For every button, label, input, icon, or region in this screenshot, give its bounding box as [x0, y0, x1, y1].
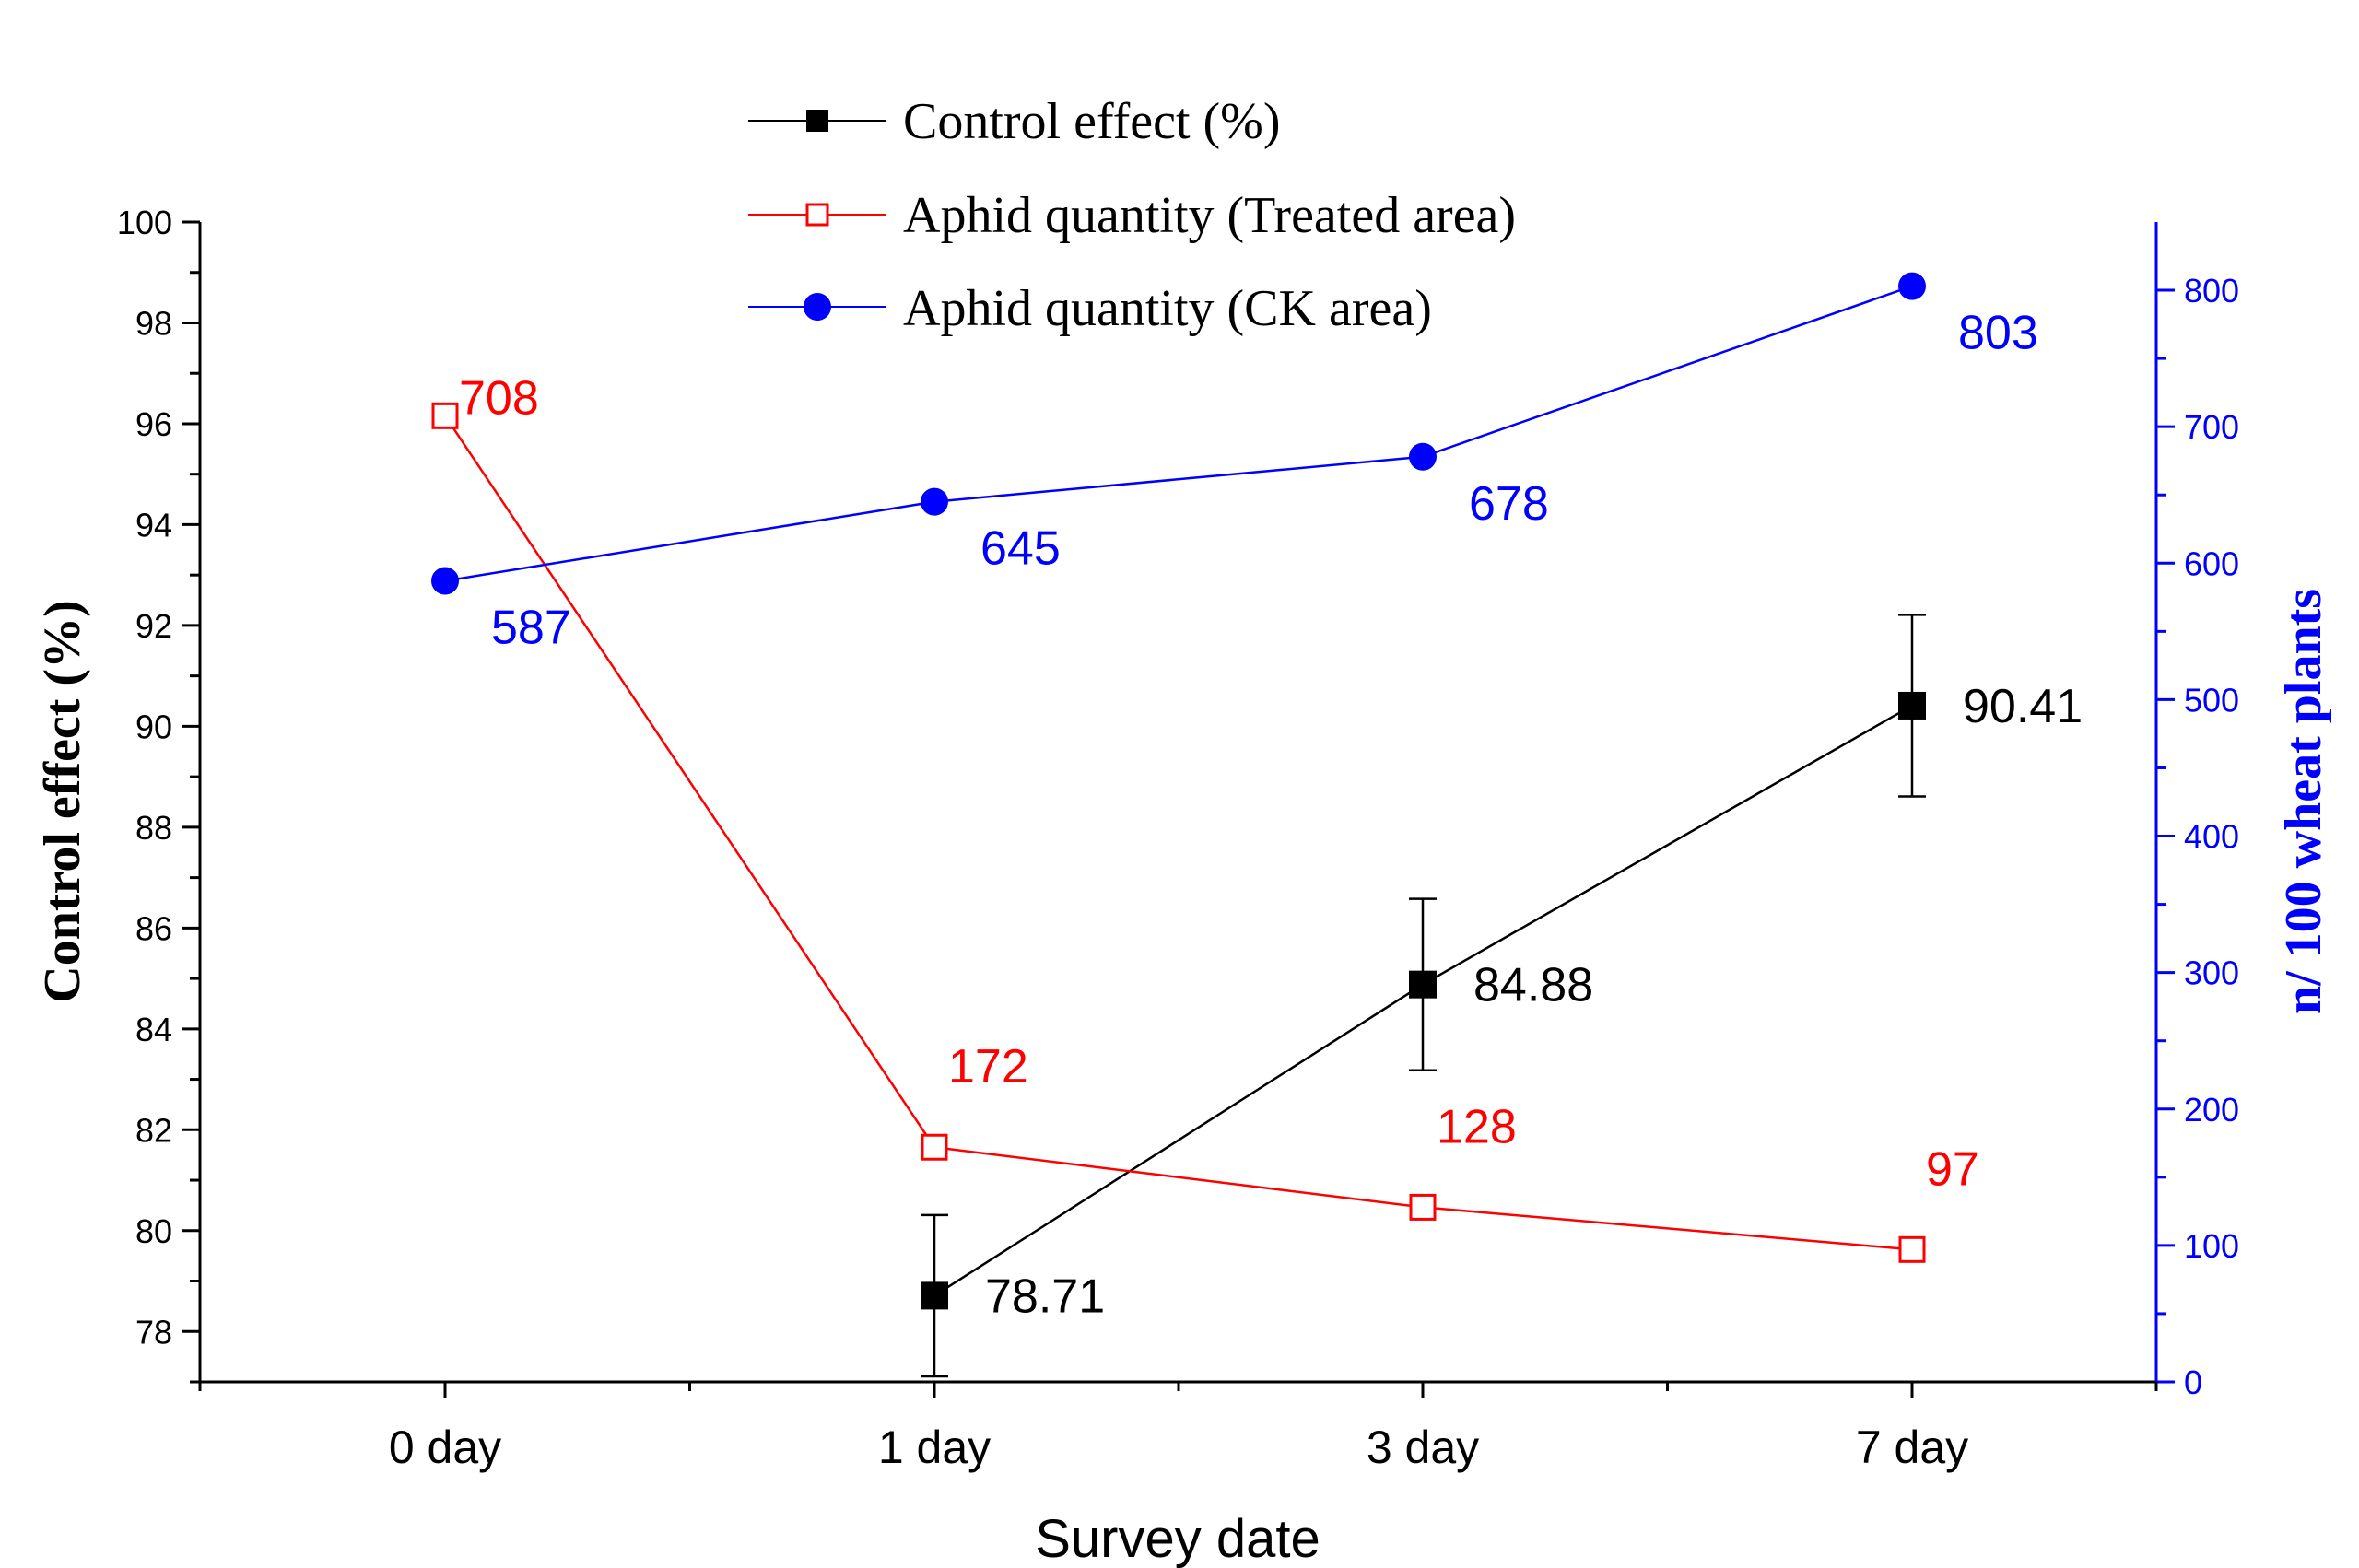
x-axis-title: Survey date [1035, 1509, 1320, 1568]
y-tick-label-94: 94 [135, 506, 172, 544]
legend-marker-ck-area [804, 293, 831, 321]
y-tick-label-84: 84 [135, 1011, 172, 1048]
point-treated-area-1 [921, 1133, 948, 1161]
y2-tick-label-800: 800 [2184, 272, 2239, 310]
legend-label-control-effect: Control effect (%) [903, 93, 1280, 150]
point-ck-area-1 [921, 487, 948, 516]
y2-tick-label-400: 400 [2184, 818, 2239, 856]
point-control-effect-2 [1409, 970, 1437, 999]
legend-item-treated-area: Aphid quantity (Treated area) [748, 187, 1516, 244]
y-tick-label-100: 100 [117, 204, 172, 241]
y-tick-label-86: 86 [135, 909, 172, 947]
data-label-s0-2: 84.88 [1473, 959, 1593, 1012]
y2-tick-label-200: 200 [2184, 1091, 2239, 1129]
point-treated-area-2 [1409, 1193, 1437, 1221]
y-tick-label-90: 90 [135, 708, 172, 745]
series-line-2 [444, 285, 1913, 582]
right-axis-ticks: 0 100 200 300 400 500 600 700 800 [2156, 272, 2239, 1401]
x-tick-label-3: 7 day [1856, 1422, 1968, 1473]
point-ck-area-3 [1898, 272, 1926, 300]
legend-label-ck-area: Aphid quantity (CK area) [903, 280, 1432, 337]
data-label-s0-3: 90.41 [1963, 680, 2083, 733]
series-line-1 [443, 415, 1913, 1251]
y-tick-label-80: 80 [135, 1212, 172, 1250]
y2-tick-label-0: 0 [2184, 1363, 2202, 1401]
data-label-s1-1: 172 [948, 1040, 1028, 1094]
data-label-s1-0: 708 [459, 371, 539, 425]
data-label-s2-2: 678 [1469, 477, 1549, 531]
y-tick-label-88: 88 [135, 809, 172, 847]
legend-item-control-effect: Control effect (%) [748, 93, 1280, 150]
y-tick-label-98: 98 [135, 304, 172, 342]
legend-marker-treated-area [805, 203, 829, 227]
x-axis-ticks: 0 day 1 day 3 day 7 day [198, 1382, 2158, 1473]
data-label-s0-1: 78.71 [985, 1270, 1105, 1323]
y2-tick-label-500: 500 [2184, 681, 2239, 719]
y2-tick-label-700: 700 [2184, 408, 2239, 446]
y2-tick-label-300: 300 [2184, 954, 2239, 992]
legend-marker-control-effect [806, 110, 828, 132]
x-tick-label-0: 0 day [389, 1422, 501, 1473]
legend-label-treated-area: Aphid quantity (Treated area) [903, 187, 1516, 244]
legend-item-ck-area: Aphid quantity (CK area) [748, 280, 1432, 337]
x-tick-label-1: 1 day [878, 1422, 991, 1473]
point-control-effect-1 [921, 1281, 948, 1310]
data-label-s1-3: 97 [1926, 1142, 1979, 1196]
data-label-layer: 78.71 84.88 90.41 708 172 128 97 587 645 678 803 [459, 307, 2083, 1324]
right-axis-title: n/ 100 wheat plants [2275, 589, 2332, 1014]
y-tick-label-82: 82 [135, 1111, 172, 1149]
y-tick-label-78: 78 [135, 1313, 172, 1351]
data-label-s2-0: 587 [491, 602, 571, 655]
left-axis-ticks: 78 80 82 84 86 88 90 92 94 96 98 100 [117, 204, 200, 1384]
left-axis-title: Control effect (%) [34, 600, 91, 1002]
point-ck-area-2 [1409, 442, 1437, 471]
y2-tick-label-600: 600 [2184, 544, 2239, 582]
data-label-s2-1: 645 [980, 522, 1061, 576]
point-control-effect-3 [1898, 691, 1926, 720]
point-treated-area-0 [431, 402, 459, 429]
x-tick-label-2: 3 day [1367, 1422, 1479, 1473]
point-treated-area-3 [1898, 1235, 1926, 1263]
y-tick-label-96: 96 [135, 405, 172, 443]
point-ck-area-0 [431, 567, 459, 595]
legend: Control effect (%) Aphid quantity (Treat… [748, 93, 1516, 337]
y-tick-label-92: 92 [135, 607, 172, 645]
y2-tick-label-100: 100 [2184, 1227, 2239, 1265]
data-label-s2-3: 803 [1958, 307, 2038, 360]
series-layer [431, 272, 1926, 1378]
data-label-s1-2: 128 [1437, 1100, 1517, 1153]
